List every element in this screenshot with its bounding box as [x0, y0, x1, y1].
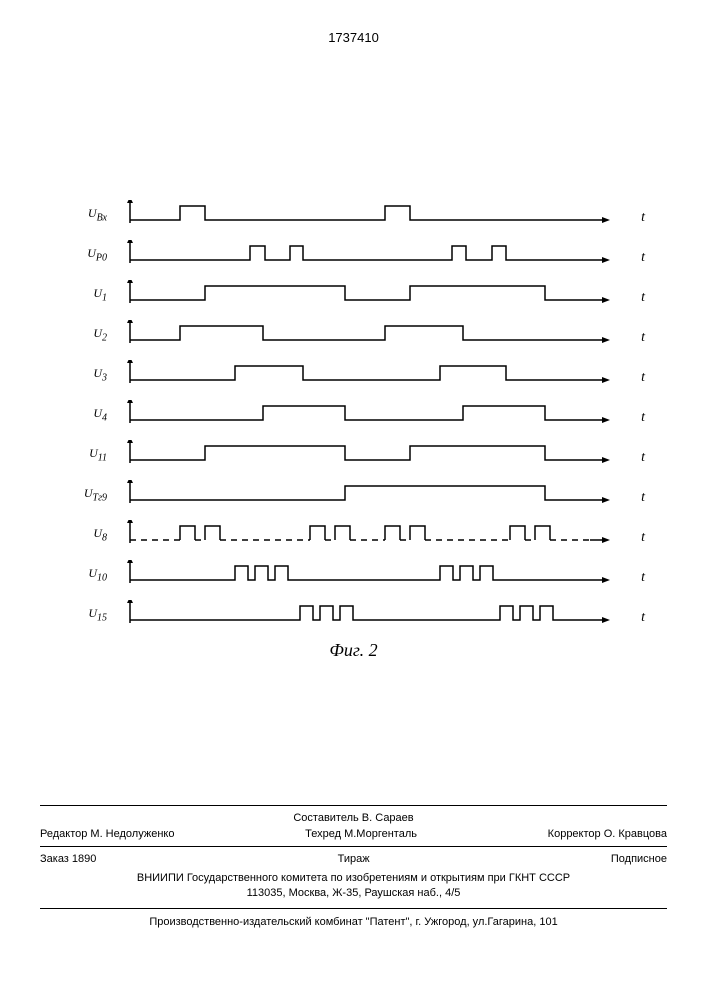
- time-axis-label: t: [641, 490, 645, 506]
- waveform-label: U15: [88, 606, 107, 623]
- waveform-label: UTг9: [84, 486, 107, 503]
- waveform-svg: [120, 280, 620, 315]
- waveform-svg: [120, 360, 620, 395]
- time-axis-label: t: [641, 530, 645, 546]
- waveform-row: U8 t: [120, 520, 620, 560]
- time-axis-label: t: [641, 330, 645, 346]
- waveform-row: U3 t: [120, 360, 620, 400]
- waveform-svg: [120, 320, 620, 355]
- waveform-svg: [120, 480, 620, 515]
- waveform-label: UВх: [88, 206, 107, 223]
- document-footer: Составитель В. Сараев Редактор М. Недолу…: [40, 799, 667, 930]
- time-axis-label: t: [641, 450, 645, 466]
- waveform-label: U8: [93, 526, 107, 543]
- timing-diagram: UВх tUP0 tU1 tU2 tU3 tU4 tU11: [120, 200, 620, 640]
- waveform-row: U11 t: [120, 440, 620, 480]
- waveform-row: U10 t: [120, 560, 620, 600]
- time-axis-label: t: [641, 250, 645, 266]
- waveform-row: U2 t: [120, 320, 620, 360]
- waveform-label: U1: [93, 286, 107, 303]
- time-axis-label: t: [641, 410, 645, 426]
- compiler: Составитель В. Сараев: [40, 812, 667, 824]
- waveform-row: UВх t: [120, 200, 620, 240]
- waveform-label: U3: [93, 366, 107, 383]
- time-axis-label: t: [641, 210, 645, 226]
- waveform-row: UTг9 t: [120, 480, 620, 520]
- order: Заказ 1890: [40, 853, 96, 865]
- waveform-row: U4 t: [120, 400, 620, 440]
- waveform-label: U4: [93, 406, 107, 423]
- waveform-row: U1 t: [120, 280, 620, 320]
- waveform-svg: [120, 200, 620, 235]
- waveform-label: U11: [89, 446, 107, 463]
- waveform-svg: [120, 440, 620, 475]
- waveform-row: UP0 t: [120, 240, 620, 280]
- tirage: Тираж: [338, 853, 370, 865]
- production: Производственно-издательский комбинат "П…: [40, 915, 667, 930]
- waveform-svg: [120, 520, 620, 555]
- waveform-row: U15 t: [120, 600, 620, 640]
- waveform-svg: [120, 560, 620, 595]
- waveform-svg: [120, 600, 620, 635]
- waveform-svg: [120, 400, 620, 435]
- time-axis-label: t: [641, 610, 645, 626]
- waveform-svg: [120, 240, 620, 275]
- waveform-label: U2: [93, 326, 107, 343]
- waveform-label: UP0: [87, 246, 107, 263]
- institute-line1: ВНИИПИ Государственного комитета по изоб…: [40, 871, 667, 886]
- figure-label: Фиг. 2: [329, 640, 377, 661]
- editor: Редактор М. Недолуженко: [40, 828, 174, 840]
- time-axis-label: t: [641, 290, 645, 306]
- techred: Техред М.Моргенталь: [305, 828, 417, 840]
- waveform-label: U10: [88, 566, 107, 583]
- corrector: Корректор О. Кравцова: [548, 828, 667, 840]
- time-axis-label: t: [641, 570, 645, 586]
- subscription: Подписное: [611, 853, 667, 865]
- time-axis-label: t: [641, 370, 645, 386]
- page-number: 1737410: [328, 30, 379, 45]
- institute-line2: 113035, Москва, Ж-35, Раушская наб., 4/5: [40, 886, 667, 901]
